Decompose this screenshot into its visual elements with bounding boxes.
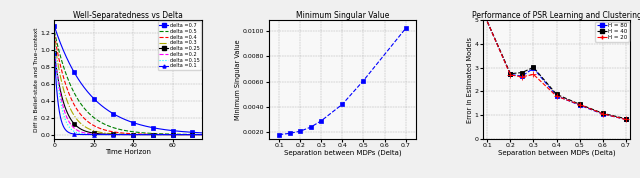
Title: Performance of PSR Learning and Clustering: Performance of PSR Learning and Clusteri… [472,11,640,20]
Legend: delta =0.7, delta =0.5, delta =0.4, delta =0.3, delta =0.25, delta =0.2, delta =: delta =0.7, delta =0.5, delta =0.4, delt… [157,22,201,70]
Title: Minimum Singular Value: Minimum Singular Value [296,11,389,20]
Y-axis label: Minimum Singular Value: Minimum Singular Value [236,39,241,120]
Y-axis label: Error in Estimated Models: Error in Estimated Models [467,37,473,123]
X-axis label: Separation between MDPs (Delta): Separation between MDPs (Delta) [284,149,401,156]
X-axis label: Time Horizon: Time Horizon [105,149,151,155]
Title: Well-Separatedness vs Delta: Well-Separatedness vs Delta [74,11,183,20]
X-axis label: Separation between MDPs (Delta): Separation between MDPs (Delta) [498,149,616,156]
Y-axis label: Diff in Belief-state and True-context: Diff in Belief-state and True-context [34,27,39,132]
Legend: H = 80, H = 40, H = 20: H = 80, H = 40, H = 20 [595,22,629,42]
